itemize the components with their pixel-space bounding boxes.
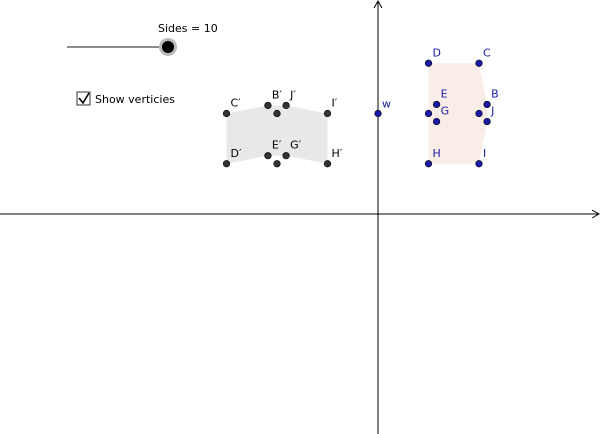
point-label: B′	[272, 88, 283, 101]
point	[323, 160, 332, 168]
point-label: w	[382, 98, 391, 111]
point-label: E	[441, 87, 448, 100]
point	[374, 109, 382, 118]
point-label: E′	[272, 139, 282, 152]
point	[222, 109, 231, 118]
checkbox-label[interactable]: Show verticies	[95, 93, 175, 106]
point-label: B	[491, 87, 499, 100]
point-label: C	[483, 46, 491, 59]
point	[273, 109, 281, 118]
point	[282, 101, 290, 110]
point	[475, 59, 483, 67]
image-polygon	[226, 105, 328, 164]
point	[424, 109, 433, 118]
point	[483, 117, 491, 126]
point-label: C′	[231, 97, 242, 110]
point-label: J′	[289, 88, 296, 101]
point	[323, 109, 332, 118]
point-label: H	[433, 147, 441, 160]
point	[424, 160, 433, 168]
point	[483, 100, 491, 109]
point	[424, 59, 433, 67]
original-polygon	[428, 63, 488, 164]
point	[282, 152, 290, 160]
point	[264, 152, 272, 160]
point-label: H′	[332, 147, 343, 160]
point-label: D	[433, 46, 441, 59]
point-label: G	[441, 105, 450, 118]
point	[222, 160, 231, 168]
point	[432, 100, 441, 109]
slider-label: Sides = 10	[158, 22, 218, 35]
point	[475, 109, 483, 118]
point-label: J	[490, 105, 494, 118]
point	[475, 160, 483, 168]
point-label: I′	[332, 97, 338, 110]
point-label: D′	[231, 147, 242, 160]
point-label: I	[483, 147, 486, 160]
checkmark	[78, 92, 90, 105]
point	[273, 160, 281, 168]
point-label: G′	[290, 139, 302, 152]
point	[432, 117, 441, 126]
y-arrow	[373, 0, 383, 9]
x-arrow	[591, 209, 601, 219]
points: D C E Bw G J H I C′ B′ J′ I′ D′ E′ G′ H′	[222, 46, 499, 168]
point	[264, 101, 272, 110]
slider-handle[interactable]	[162, 41, 174, 53]
polygons	[226, 63, 488, 164]
